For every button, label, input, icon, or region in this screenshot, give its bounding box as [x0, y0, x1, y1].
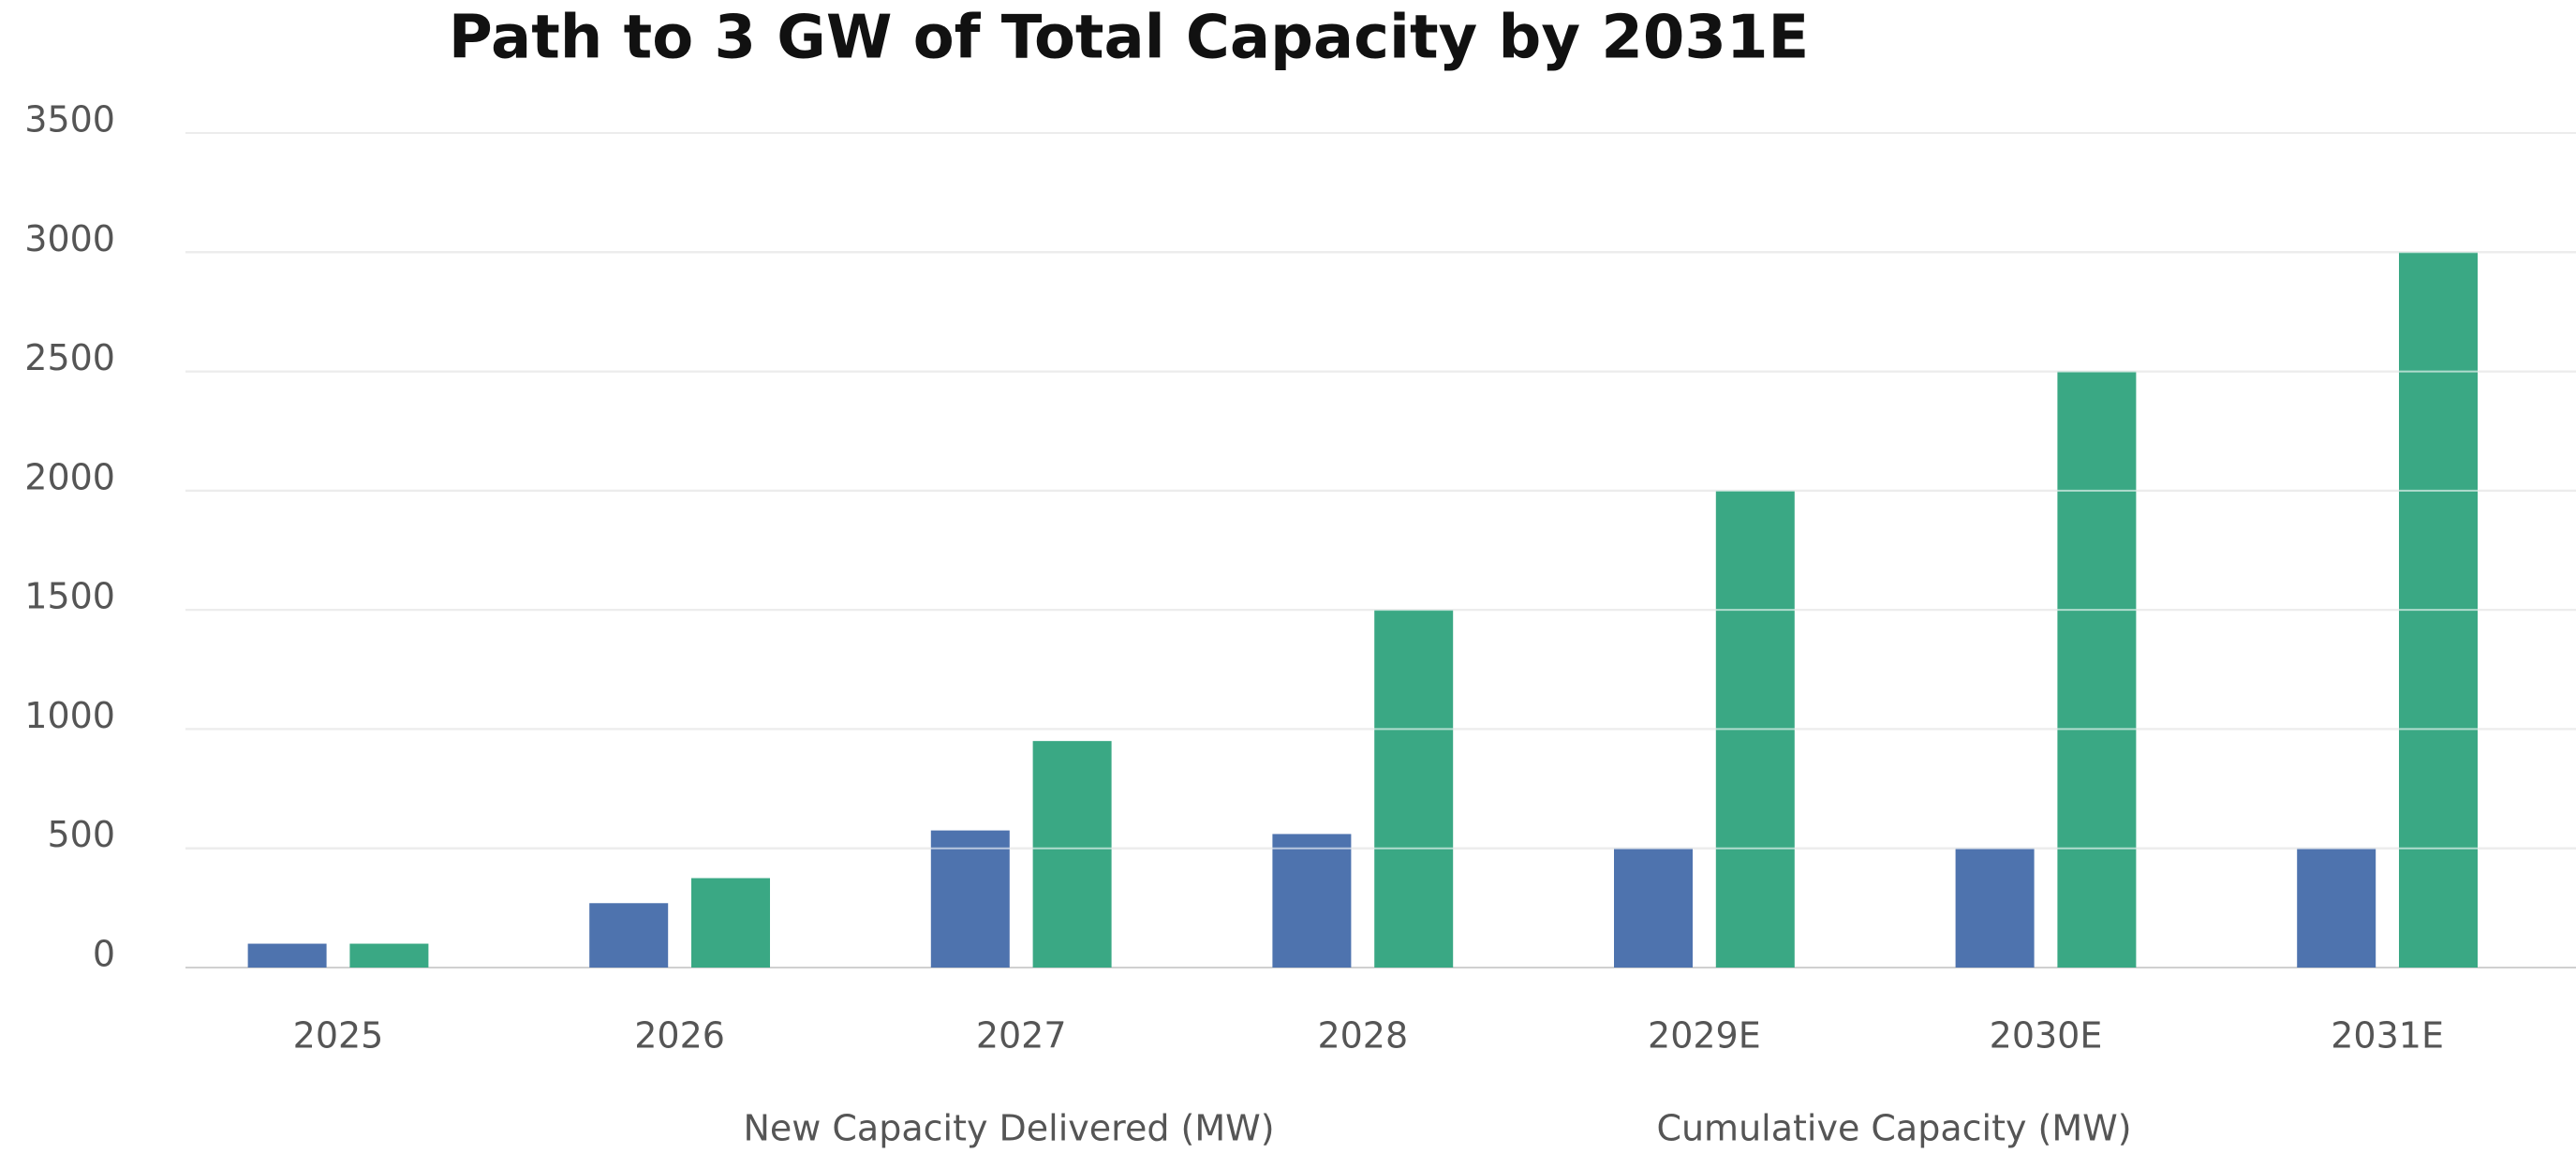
x-tick-label: 2027	[976, 1015, 1067, 1057]
bar	[2297, 848, 2376, 968]
y-tick-label: 0	[93, 934, 115, 975]
x-tick-label: 2029E	[1648, 1015, 1761, 1057]
bar	[247, 943, 327, 968]
y-tick-label: 500	[47, 814, 115, 855]
chart-title: Path to 3 GW of Total Capacity by 2031E	[449, 4, 1809, 73]
x-tick-label: 2030E	[1990, 1015, 2103, 1057]
y-tick-label: 2500	[24, 337, 115, 378]
y-tick-label: 1000	[24, 695, 115, 736]
bar	[1955, 848, 2035, 968]
bar	[349, 943, 429, 968]
legend-label: New Capacity Delivered (MW)	[743, 1108, 1274, 1149]
x-tick-label: 2025	[293, 1015, 384, 1057]
bar	[1374, 610, 1454, 968]
y-tick-label: 3500	[24, 99, 115, 140]
y-tick-label: 2000	[24, 456, 115, 497]
bar	[1032, 741, 1112, 968]
x-tick-label: 2028	[1317, 1015, 1408, 1057]
bar	[1614, 848, 1693, 968]
y-tick-label: 1500	[24, 576, 115, 617]
bar	[930, 830, 1010, 968]
bar	[691, 878, 770, 968]
bar	[1272, 834, 1352, 968]
x-tick-label: 2031E	[2331, 1015, 2444, 1057]
bar	[589, 903, 669, 968]
x-tick-label: 2026	[634, 1015, 725, 1057]
bar	[2057, 371, 2137, 968]
legend-label: Cumulative Capacity (MW)	[1656, 1108, 2131, 1149]
y-tick-label: 3000	[24, 218, 115, 259]
